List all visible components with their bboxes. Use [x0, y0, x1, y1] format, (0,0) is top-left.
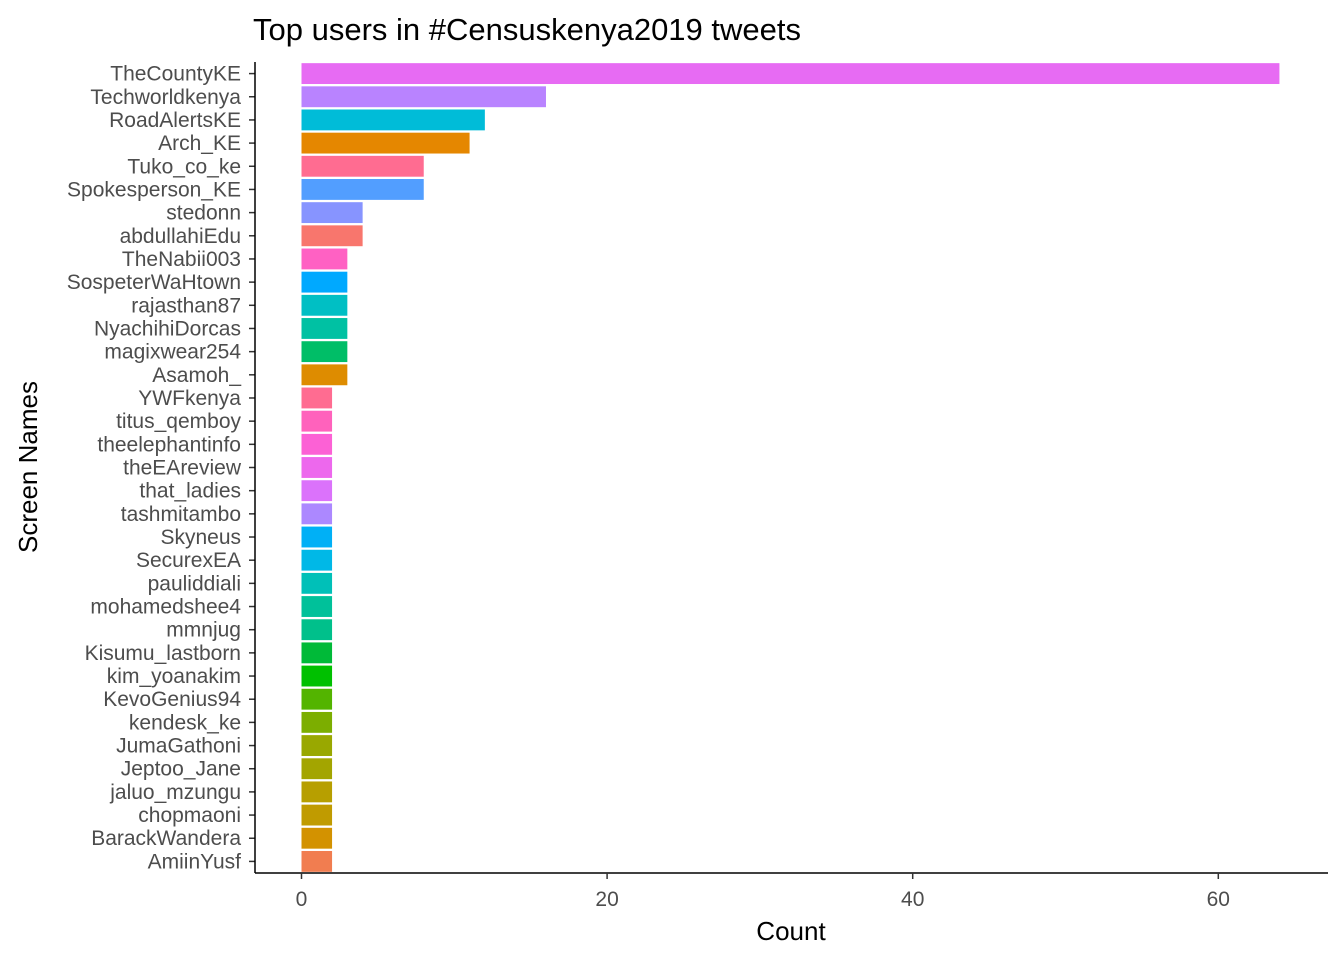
y-tick-label: Asamoh_: [152, 364, 241, 387]
y-tick-label: rajasthan87: [131, 294, 241, 317]
y-tick-label: Arch_KE: [158, 132, 241, 155]
bar-jaluo_mzungu: [301, 781, 333, 803]
y-tick-label: Kisumu_lastborn: [85, 642, 241, 665]
x-tick-label: 0: [296, 888, 308, 911]
y-tick-label: titus_qemboy: [116, 410, 241, 433]
bar-titus_qemboy: [301, 410, 333, 432]
bar-Asamoh_: [301, 364, 348, 386]
x-axis: 0 20 40 60: [255, 872, 1328, 911]
bar-SospeterWaHtown: [301, 271, 348, 293]
bars-layer: [301, 63, 1280, 872]
y-tick-label: BarackWandera: [91, 827, 241, 850]
y-tick-label: TheNabii003: [122, 248, 241, 271]
y-tick-label: pauliddiali: [148, 572, 241, 595]
x-tick-label: 40: [901, 888, 924, 911]
bar-TheNabii003: [301, 248, 348, 270]
y-tick-label: Tuko_co_ke: [127, 155, 241, 178]
bar-NyachihiDorcas: [301, 318, 348, 339]
bar-stedonn: [301, 202, 363, 224]
bar-Kisumu_lastborn: [301, 642, 333, 664]
y-tick-label: that_ladies: [139, 480, 241, 503]
bar-kim_yoanakim: [301, 665, 333, 687]
y-tick-label: theelephantinfo: [97, 433, 241, 456]
bar-theEAreview: [301, 457, 333, 478]
y-tick-label: Spokesperson_KE: [67, 178, 241, 201]
y-tick-label: KevoGenius94: [103, 688, 241, 711]
y-tick-label: tashmitambo: [121, 503, 241, 526]
bar-chopmaoni: [301, 804, 333, 826]
bar-Techworldkenya: [301, 86, 546, 108]
bar-theelephantinfo: [301, 433, 333, 455]
y-tick-label: SecurexEA: [136, 549, 241, 572]
y-tick-label: abdullahiEdu: [120, 225, 241, 248]
bar-tashmitambo: [301, 503, 333, 525]
bar-mohamedshee4: [301, 596, 333, 617]
bar-JumaGathoni: [301, 735, 333, 756]
y-tick-label: NyachihiDorcas: [94, 317, 241, 340]
chart-title: Top users in #Censuskenya2019 tweets: [253, 12, 801, 47]
y-tick-label: JumaGathoni: [116, 735, 241, 758]
bar-AmiinYusf: [301, 850, 333, 872]
bar-Jeptoo_Jane: [301, 758, 333, 780]
y-tick-label: AmiinYusf: [148, 850, 242, 873]
bar-Skyneus: [301, 526, 333, 548]
y-tick-label: kim_yoanakim: [107, 665, 241, 688]
y-tick-label: SospeterWaHtown: [67, 271, 241, 294]
y-tick-label: Skyneus: [160, 526, 241, 549]
y-tick-label: mmnjug: [166, 619, 241, 642]
bar-magixwear254: [301, 341, 348, 363]
y-tick-label: magixwear254: [104, 341, 241, 364]
x-tick-label: 60: [1207, 888, 1230, 911]
y-tick-label: kendesk_ke: [129, 711, 241, 734]
y-tick-label: chopmaoni: [138, 804, 241, 827]
bar-YWFkenya: [301, 387, 333, 409]
y-tick-label: YWFkenya: [138, 387, 241, 410]
bar-Arch_KE: [301, 132, 470, 154]
x-tick-label: 20: [595, 888, 618, 911]
y-tick-label: stedonn: [166, 202, 241, 225]
bar-Spokesperson_KE: [301, 179, 424, 200]
bar-BarackWandera: [301, 827, 333, 849]
y-tick-label: theEAreview: [123, 457, 242, 480]
y-tick-label: jaluo_mzungu: [109, 781, 241, 804]
y-tick-label: Techworldkenya: [90, 86, 241, 109]
y-tick-label: RoadAlertsKE: [109, 109, 241, 132]
bar-abdullahiEdu: [301, 225, 363, 247]
bar-rajasthan87: [301, 294, 348, 316]
y-axis-title: Screen Names: [13, 381, 43, 553]
bar-pauliddiali: [301, 572, 333, 594]
bar-kendesk_ke: [301, 711, 333, 733]
bar-KevoGenius94: [301, 688, 333, 710]
x-axis-title: Count: [756, 916, 826, 946]
bar-that_ladies: [301, 480, 333, 502]
bar-SecurexEA: [301, 549, 333, 571]
bar-Tuko_co_ke: [301, 155, 424, 177]
y-tick-label: TheCountyKE: [110, 63, 241, 86]
bar-RoadAlertsKE: [301, 109, 485, 131]
y-tick-label: mohamedshee4: [90, 596, 241, 619]
y-axis: TheCountyKETechworldkenyaRoadAlertsKEArc…: [67, 62, 256, 873]
bar-mmnjug: [301, 619, 333, 641]
bar-TheCountyKE: [301, 63, 1280, 85]
y-tick-label: Jeptoo_Jane: [121, 758, 241, 781]
